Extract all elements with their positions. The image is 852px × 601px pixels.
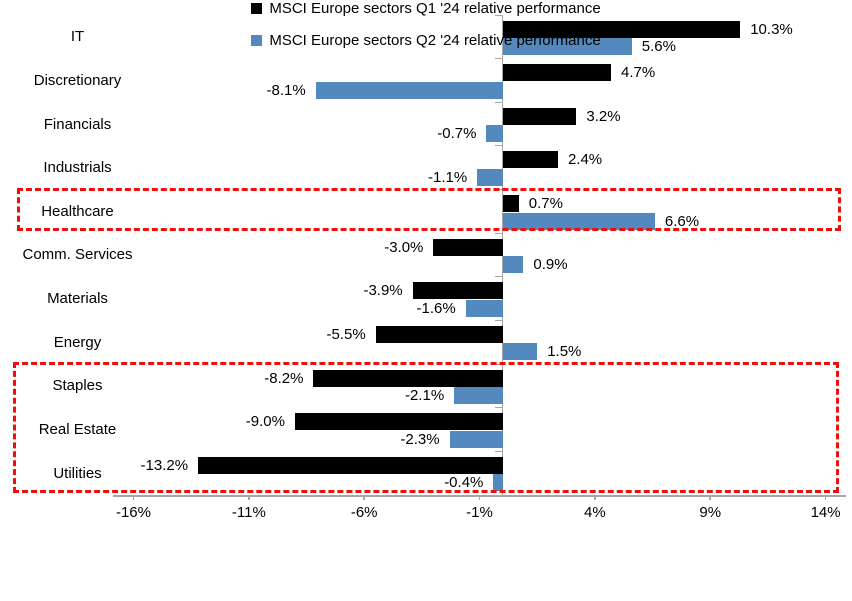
category-label-discretionary: Discretionary xyxy=(33,71,122,89)
x-axis-tick xyxy=(132,495,135,500)
data-label-q2-energy: 1.5% xyxy=(547,343,582,361)
x-axis-tick xyxy=(824,495,827,500)
data-label-q2-staples: -2.1% xyxy=(404,387,445,405)
y-axis-tick xyxy=(494,101,503,103)
category-label-real-estate: Real Estate xyxy=(38,421,117,439)
legend: MSCI Europe sectors Q1 '24 relative perf… xyxy=(0,0,852,49)
x-axis-tick-label: 4% xyxy=(584,504,606,521)
category-label-staples: Staples xyxy=(52,377,103,395)
y-axis-tick xyxy=(494,276,503,278)
category-label-it: IT xyxy=(70,28,85,46)
category-label-healthcare: Healthcare xyxy=(41,202,114,220)
bar-q1-comm-services xyxy=(433,238,503,256)
bar-q1-financials xyxy=(502,107,577,125)
legend-swatch-q2-icon xyxy=(251,35,263,46)
bar-q1-materials xyxy=(412,282,503,300)
healthcare-highlight xyxy=(17,188,841,231)
data-label-q1-energy: -5.5% xyxy=(326,325,366,343)
bar-q1-healthcare xyxy=(502,195,519,213)
y-axis-tick xyxy=(494,450,503,452)
data-label-q1-industrials: 2.4% xyxy=(567,151,603,169)
data-label-q2-discretionary: -8.1% xyxy=(266,81,306,99)
legend-label-q2: MSCI Europe sectors Q2 '24 relative perf… xyxy=(269,32,601,49)
x-axis-tick xyxy=(709,495,711,500)
data-label-q1-healthcare: 0.7% xyxy=(528,195,563,213)
bar-q2-financials xyxy=(486,125,503,143)
bar-q1-discretionary xyxy=(502,64,612,82)
bar-q1-utilities xyxy=(198,456,503,474)
category-label-materials: Materials xyxy=(47,290,108,308)
legend-swatch-q1-icon xyxy=(251,3,263,14)
bar-q2-utilities xyxy=(493,474,503,492)
x-axis-tick-label: -6% xyxy=(350,504,378,521)
data-label-q1-financials: 3.2% xyxy=(586,107,621,125)
data-label-q1-staples: -8.2% xyxy=(264,369,304,387)
data-label-q2-financials: -0.7% xyxy=(437,125,477,143)
category-label-financials: Financials xyxy=(43,115,112,133)
x-axis-tick xyxy=(478,495,481,500)
data-label-q2-materials: -1.6% xyxy=(416,299,456,317)
x-axis-tick xyxy=(594,495,596,500)
x-axis-tick-label: -11% xyxy=(231,504,266,521)
legend-item-q2: MSCI Europe sectors Q2 '24 relative perf… xyxy=(251,32,601,49)
data-label-q2-utilities: -0.4% xyxy=(444,474,484,492)
x-axis-tick-label: -16% xyxy=(115,504,151,521)
data-label-q2-industrials: -1.1% xyxy=(428,168,468,186)
legend-label-q1: MSCI Europe sectors Q1 '24 relative perf… xyxy=(269,0,601,17)
category-label-energy: Energy xyxy=(53,333,102,351)
data-label-q2-comm-services: 0.9% xyxy=(533,256,568,274)
bar-q2-industrials xyxy=(477,168,503,186)
y-axis-tick xyxy=(494,232,503,234)
bar-q2-real-estate xyxy=(449,430,503,448)
data-label-q1-discretionary: 4.7% xyxy=(621,64,656,82)
x-axis-tick xyxy=(363,495,365,500)
bar-q2-discretionary xyxy=(315,81,503,99)
y-axis-tick xyxy=(494,14,503,16)
bar-q1-real-estate xyxy=(294,413,503,431)
data-label-q1-it: 10.3% xyxy=(750,20,793,38)
bar-q1-industrials xyxy=(502,151,558,169)
bar-q2-staples xyxy=(454,387,503,405)
data-label-q1-comm-services: -3.0% xyxy=(384,238,424,256)
y-axis-tick xyxy=(494,494,503,496)
bar-q2-materials xyxy=(465,299,503,317)
y-axis-tick xyxy=(494,319,503,321)
data-label-q1-materials: -3.9% xyxy=(363,282,403,300)
data-label-q1-utilities: -13.2% xyxy=(140,456,189,474)
bar-q2-comm-services xyxy=(502,256,524,274)
data-label-q2-healthcare: 6.6% xyxy=(664,212,700,230)
bar-q2-healthcare xyxy=(502,212,655,230)
data-label-q1-real-estate: -9.0% xyxy=(245,413,285,431)
legend-item-q1: MSCI Europe sectors Q1 '24 relative perf… xyxy=(251,0,601,17)
y-axis-tick xyxy=(494,58,503,60)
category-label-comm-services: Comm. Services xyxy=(22,246,133,264)
y-axis-tick xyxy=(494,407,503,409)
y-axis-tick xyxy=(494,145,503,147)
bar-q2-it xyxy=(502,38,632,55)
category-label-utilities: Utilities xyxy=(53,464,102,482)
x-axis-tick-label: -1% xyxy=(466,504,493,521)
bar-q1-energy xyxy=(375,325,503,343)
staples-realestate-utilities-highlight xyxy=(13,362,839,493)
bar-q1-staples xyxy=(313,369,503,387)
data-label-q2-it: 5.6% xyxy=(641,38,676,55)
data-label-q2-real-estate: -2.3% xyxy=(400,430,440,448)
x-axis-tick-label: 14% xyxy=(810,504,841,521)
bar-q2-energy xyxy=(502,343,538,361)
x-axis-tick xyxy=(248,495,250,500)
x-axis-tick-label: 9% xyxy=(699,504,722,521)
bar-q1-it xyxy=(502,20,741,38)
category-label-industrials: Industrials xyxy=(43,159,112,177)
